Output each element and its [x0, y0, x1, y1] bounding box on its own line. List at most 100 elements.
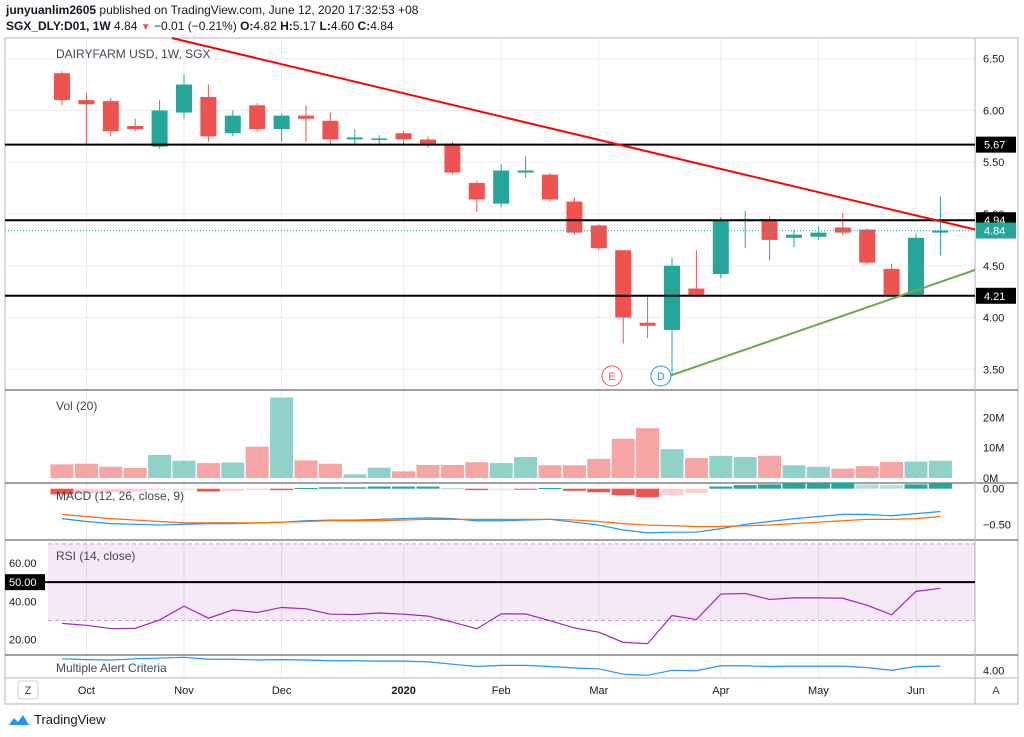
chart-frame	[4, 37, 1019, 705]
candle-body	[176, 84, 192, 113]
volume-bar	[50, 464, 74, 478]
high-value: 5.17	[292, 19, 317, 33]
close-value: 4.84	[370, 19, 394, 33]
axis-labels: 6.506.005.505.004.504.003.50OctNovDec202…	[5, 54, 1016, 697]
macd-histogram-bar	[709, 486, 733, 489]
macd-histogram-bar	[367, 486, 391, 489]
macd-histogram-bar	[221, 488, 245, 491]
price-label-text: 4.84	[984, 226, 1005, 238]
volume-bar	[758, 455, 782, 478]
last-price: 4.84	[114, 19, 138, 33]
candle-body	[908, 237, 924, 295]
candle	[273, 113, 290, 142]
volume-bar	[514, 457, 538, 478]
trendlines[interactable]	[171, 37, 976, 379]
candle-body	[444, 143, 461, 173]
candle-body	[932, 230, 949, 233]
event-marker-circle	[601, 365, 623, 387]
candle-body	[371, 138, 388, 140]
volume-bar	[74, 463, 98, 478]
horizontal-lines[interactable]	[5, 143, 975, 297]
volume-bar	[904, 461, 928, 478]
macd-histogram-bar	[806, 483, 830, 489]
price-tick-label: 4.50	[983, 261, 1004, 273]
candle	[444, 141, 461, 175]
macd-histogram-bar	[245, 488, 269, 491]
candle	[566, 197, 583, 235]
time-tick-label: Dec	[272, 685, 292, 697]
price-tick-label: 3.50	[983, 364, 1004, 376]
candle	[420, 136, 436, 148]
candle-body	[420, 139, 436, 144]
a-button[interactable]: A	[992, 685, 1000, 697]
candle-body	[810, 232, 827, 237]
macd-histogram	[50, 482, 952, 498]
footer-brand[interactable]: TradingView	[8, 712, 106, 727]
macd-histogram-bar	[343, 487, 367, 489]
volume-bar	[416, 464, 440, 478]
candle-body	[322, 120, 339, 140]
candle-body	[54, 73, 70, 101]
candle	[664, 257, 680, 374]
volume-bar	[196, 463, 220, 478]
indicator-lines	[5, 510, 975, 676]
candle	[102, 98, 119, 137]
candle	[761, 216, 778, 261]
time-tick-label: 2020	[391, 685, 415, 697]
candle	[542, 172, 558, 202]
event-marker-label: D	[657, 371, 665, 383]
macd-histogram-bar	[99, 488, 123, 493]
alert-tick-label: 4.00	[983, 665, 1004, 677]
candle-body	[712, 220, 729, 275]
candle-body	[761, 219, 778, 240]
candle-body	[346, 137, 363, 140]
time-tick-label: Oct	[78, 685, 95, 697]
candle	[712, 217, 729, 279]
candle	[688, 250, 705, 297]
volume-bar	[123, 467, 147, 478]
time-tick-label: Feb	[492, 685, 511, 697]
candle	[834, 212, 851, 236]
candle	[249, 103, 266, 132]
macd-histogram-bar	[514, 488, 538, 490]
macd-histogram-bar	[148, 488, 172, 491]
volume-bar	[611, 438, 635, 478]
volume-bar	[782, 465, 806, 478]
candle-body	[566, 201, 583, 233]
candle-body	[493, 170, 510, 204]
candle-body	[78, 100, 95, 105]
macd-histogram-bar	[684, 488, 708, 493]
candle	[517, 156, 534, 178]
time-tick-label: May	[808, 685, 829, 697]
open-value: 4.82	[253, 19, 277, 33]
footer-brand-label: TradingView	[34, 712, 106, 727]
volume-bar	[318, 463, 342, 478]
time-tick-label: Nov	[174, 685, 194, 697]
volume-bar	[343, 474, 367, 478]
candle-body	[517, 170, 534, 173]
open-label: O:	[240, 19, 254, 33]
price-label-box	[976, 287, 1016, 304]
macd-histogram-bar	[562, 488, 586, 491]
volume-bars	[50, 397, 952, 478]
volume-bar	[562, 465, 586, 478]
candle	[883, 263, 900, 296]
volume-bar	[489, 463, 513, 478]
macd-histogram-bar	[538, 487, 562, 489]
a-button-label: A	[992, 685, 1000, 697]
red-trendline	[171, 37, 976, 231]
macd-histogram-bar	[928, 483, 952, 489]
volume-tick-label: 20M	[983, 412, 1004, 424]
z-button[interactable]: Z	[17, 680, 39, 700]
candle	[298, 105, 314, 142]
macd-histogram-bar	[74, 488, 98, 494]
alert-title: Multiple Alert Criteria	[56, 661, 167, 675]
rsi-tick-label: 60.00	[9, 558, 37, 570]
volume-bar	[831, 468, 855, 478]
price-tick-label: 5.50	[983, 157, 1004, 169]
candle	[371, 135, 388, 144]
macd-tick-label: −0.50	[983, 519, 1011, 531]
ohlc-legend: SGX_DLY:D01, 1W 4.84 ▼ −0.01 (−0.21%) O:…	[6, 19, 394, 33]
